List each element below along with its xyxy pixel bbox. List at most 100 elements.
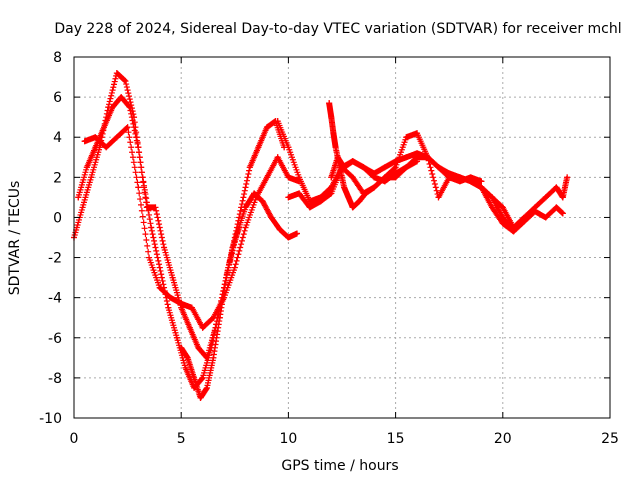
- data-point: [263, 174, 270, 181]
- data-point: [285, 144, 292, 151]
- data-point: [371, 174, 378, 181]
- data-point: [186, 324, 193, 331]
- data-point: [223, 274, 230, 281]
- data-point: [328, 174, 335, 181]
- series-9: [478, 184, 566, 235]
- data-point: [178, 300, 185, 307]
- data-point: [349, 158, 356, 165]
- data-point: [332, 144, 339, 151]
- data-point: [392, 164, 399, 171]
- data-point: [81, 138, 88, 145]
- data-point: [246, 164, 253, 171]
- data-point: [341, 184, 348, 191]
- data-point: [101, 124, 108, 131]
- data-point: [251, 190, 258, 197]
- data-point: [156, 264, 163, 271]
- data-point: [362, 190, 369, 197]
- grid-lines: [74, 57, 610, 418]
- data-point: [521, 218, 528, 225]
- data-point: [403, 164, 410, 171]
- data-point: [79, 204, 86, 211]
- series-10: [328, 154, 421, 185]
- data-point: [229, 244, 236, 251]
- series-2: [75, 94, 288, 361]
- data-point: [285, 174, 292, 181]
- data-point: [467, 178, 474, 185]
- data-point: [113, 70, 120, 77]
- data-point: [403, 154, 410, 161]
- data-point: [199, 324, 206, 331]
- data-point: [113, 134, 120, 141]
- data-point: [285, 194, 292, 201]
- data-point: [92, 144, 99, 151]
- data-point: [109, 104, 116, 111]
- data-point: [135, 144, 142, 151]
- data-point: [238, 204, 245, 211]
- series-8: [467, 174, 571, 231]
- data-point: [83, 164, 90, 171]
- data-point: [210, 314, 217, 321]
- data-point: [197, 394, 204, 401]
- data-point: [293, 230, 300, 237]
- data-point: [499, 204, 506, 211]
- data-point: [341, 164, 348, 171]
- x-tick-label: 15: [387, 431, 405, 447]
- y-tick-label: 8: [53, 50, 62, 66]
- data-point: [242, 224, 249, 231]
- data-point: [553, 204, 560, 211]
- data-point: [143, 204, 150, 211]
- series-4: [178, 224, 243, 401]
- data-point: [360, 164, 367, 171]
- x-tick-label: 20: [494, 431, 512, 447]
- data-point: [276, 226, 283, 233]
- data-point: [88, 174, 95, 181]
- y-tick-label: 0: [53, 210, 62, 226]
- data-point: [371, 184, 378, 191]
- data-point: [263, 124, 270, 131]
- data-point: [553, 184, 560, 191]
- data-point: [349, 204, 356, 211]
- data-point: [103, 144, 110, 151]
- tick-labels: 0 5 10 15 20 25 -10 -8 -6 -4 -2 0 2 4 6 8: [39, 50, 619, 447]
- data-point: [510, 228, 517, 235]
- data-point: [236, 224, 243, 231]
- data-point: [146, 254, 153, 261]
- data-point: [456, 178, 463, 185]
- data-point: [392, 158, 399, 165]
- y-tick-label: -4: [48, 291, 62, 307]
- plot-frame: [73, 56, 611, 419]
- y-tick-label: 6: [53, 90, 62, 106]
- data-point: [296, 190, 303, 197]
- data-point: [296, 174, 303, 181]
- x-tick-label: 25: [601, 431, 619, 447]
- y-tick-label: 4: [53, 130, 62, 146]
- data-point: [478, 184, 485, 191]
- data-point: [184, 354, 191, 361]
- data-point: [148, 224, 155, 231]
- data-point: [559, 194, 566, 201]
- y-tick-label: 2: [53, 170, 62, 186]
- data-point: [173, 334, 180, 341]
- data-point: [178, 344, 185, 351]
- data-point: [124, 124, 131, 131]
- data-point: [334, 154, 341, 161]
- data-point: [274, 154, 281, 161]
- data-point: [259, 198, 266, 205]
- data-point: [191, 374, 198, 381]
- data-point: [381, 164, 388, 171]
- data-point: [349, 174, 356, 181]
- data-point: [255, 144, 262, 151]
- data-point: [161, 244, 168, 251]
- data-point: [531, 208, 538, 215]
- data-point: [392, 170, 399, 177]
- data-point: [559, 210, 566, 217]
- data-point: [122, 78, 129, 85]
- axis-ticks: [73, 56, 611, 419]
- data-point: [199, 374, 206, 381]
- data-point: [326, 100, 333, 107]
- y-tick-label: -8: [48, 371, 62, 387]
- data-point: [126, 104, 133, 111]
- data-point: [356, 198, 363, 205]
- data-point: [435, 164, 442, 171]
